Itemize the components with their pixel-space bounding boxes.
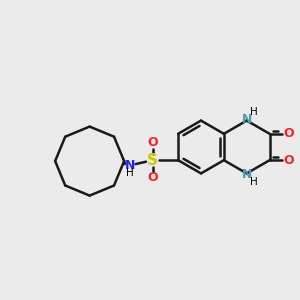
Text: N: N: [242, 112, 252, 126]
Text: O: O: [147, 136, 158, 149]
Text: H: H: [126, 168, 134, 178]
Text: O: O: [147, 171, 158, 184]
Text: N: N: [125, 159, 135, 172]
Text: O: O: [283, 154, 293, 167]
Text: S: S: [147, 153, 158, 168]
Text: H: H: [250, 107, 258, 117]
Text: O: O: [283, 127, 293, 140]
Text: N: N: [242, 168, 252, 182]
Text: H: H: [250, 177, 258, 187]
